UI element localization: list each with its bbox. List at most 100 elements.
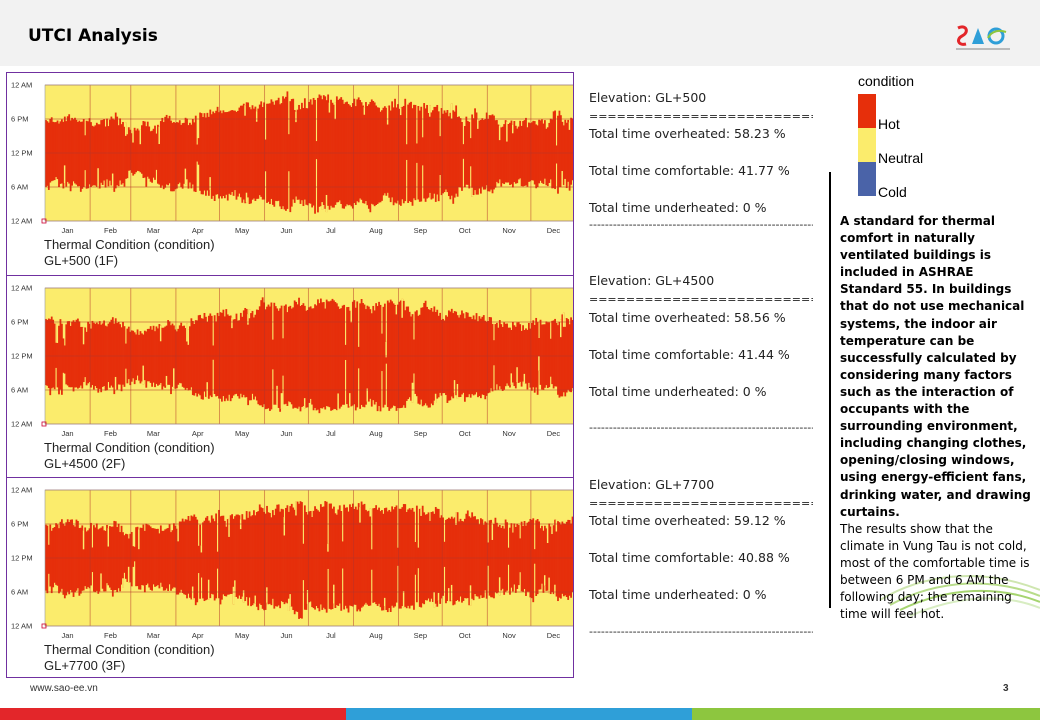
- heatmap-cell: [155, 326, 158, 384]
- legend-swatch-neutral: [858, 128, 876, 162]
- heatmap-cell-neutral: [100, 573, 103, 592]
- heatmap-cell: [437, 508, 440, 601]
- heatmap-cell: [389, 110, 392, 203]
- heatmap-cell: [110, 116, 113, 186]
- heatmap-cell: [235, 111, 238, 200]
- heatmap-cell: [138, 334, 140, 381]
- heatmap-cell: [213, 113, 216, 201]
- heatmap-cell: [225, 526, 228, 597]
- heatmap-cell: [250, 516, 252, 607]
- heatmap-cell: [539, 120, 542, 181]
- heatmap-cell: [543, 525, 546, 586]
- heatmap-cell: [203, 312, 206, 392]
- heatmap-cell: [532, 518, 535, 603]
- heatmap-cell-neutral: [283, 517, 286, 536]
- heatmap-cell: [305, 108, 308, 205]
- heatmap-cell: [277, 504, 280, 606]
- heatmap-cell: [138, 529, 140, 590]
- heatmap-cell: [509, 327, 511, 388]
- heatmap-cell: [84, 527, 87, 587]
- heatmap-cell: [65, 324, 68, 385]
- heatmap-cell: [468, 516, 471, 606]
- heatmap-cell: [180, 521, 183, 590]
- heatmap-cell: [554, 318, 556, 387]
- heatmap-cell: [141, 527, 143, 586]
- heatmap-cell: [235, 514, 238, 597]
- heatmap-cell: [215, 321, 218, 397]
- heatmap-cell: [485, 112, 488, 186]
- heatmap-cell: [47, 318, 50, 389]
- y-tick-label: 12 PM: [11, 352, 33, 361]
- heatmap-cell: [423, 302, 426, 406]
- heatmap-cell: [296, 109, 299, 200]
- heatmap-cell: [567, 319, 570, 390]
- heatmap-cell-neutral: [395, 305, 398, 315]
- heatmap-cell: [455, 105, 458, 194]
- heatmap-cell: [210, 315, 213, 398]
- heatmap-cell: [100, 120, 103, 183]
- heatmap-cell: [158, 533, 161, 589]
- heatmap-cell-neutral: [561, 171, 564, 188]
- heatmap-cell: [477, 321, 479, 398]
- heatmap-cell: [478, 120, 481, 189]
- heatmap-cell: [392, 303, 395, 406]
- legend-swatch-hot: [858, 94, 876, 128]
- x-tick-label: Mar: [147, 429, 160, 438]
- heatmap-cell: [295, 111, 298, 197]
- heatmap-cell: [445, 315, 447, 396]
- heatmap-cell: [238, 320, 241, 399]
- heatmap-cell: [498, 125, 501, 180]
- heatmap-cell: [533, 549, 536, 564]
- heatmap-cell: [539, 528, 542, 590]
- heatmap-cell: [560, 524, 562, 599]
- heatmap-cell: [497, 526, 500, 593]
- heatmap-cell: [114, 318, 117, 391]
- heatmap-cell: [490, 317, 492, 389]
- heatmap-cell: [289, 506, 292, 607]
- heatmap-cell: [248, 107, 251, 205]
- heatmap-cell: [560, 319, 562, 397]
- heatmap-cell: [255, 111, 258, 199]
- y-tick-label: 6 AM: [11, 386, 28, 395]
- heatmap-cell: [239, 519, 242, 600]
- y-tick-label: 12 AM: [11, 284, 32, 293]
- heatmap-cell: [165, 114, 168, 185]
- heatmap-cell: [516, 523, 519, 589]
- legend-label-cold: Cold: [878, 184, 907, 200]
- heatmap-cell: [536, 125, 539, 188]
- heatmap-cell: [114, 521, 117, 591]
- heatmap-cell-neutral: [187, 329, 190, 345]
- heatmap-cell: [440, 108, 443, 196]
- heatmap-cell: [187, 125, 190, 189]
- heatmap-cell: [481, 519, 484, 598]
- heatmap-cell: [282, 509, 284, 603]
- heatmap-cell: [369, 508, 372, 606]
- heatmap-cell: [357, 97, 360, 203]
- heatmap-cell: [373, 102, 376, 207]
- heatmap-cell: [535, 124, 538, 189]
- heatmap-cell: [98, 528, 101, 592]
- heatmap-cell: [161, 117, 164, 186]
- heatmap-cell-neutral: [491, 522, 494, 540]
- heatmap-cell: [234, 516, 236, 597]
- heatmap-cell: [445, 519, 447, 604]
- heatmap-cell: [366, 106, 369, 206]
- heatmap-cell-neutral: [455, 512, 458, 525]
- heatmap-cell: [558, 522, 561, 598]
- heatmap-cell: [522, 121, 524, 187]
- heatmap-cell: [484, 119, 487, 190]
- heatmap-cell: [372, 508, 375, 603]
- heatmap-cell: [322, 95, 325, 205]
- heatmap-cell: [82, 327, 85, 383]
- footer-url[interactable]: www.sao-ee.vn: [30, 683, 98, 694]
- heatmap-cell: [47, 122, 50, 190]
- heatmap-cell: [479, 518, 482, 596]
- heatmap-cell-neutral: [456, 383, 459, 399]
- x-tick-label: Jan: [62, 226, 74, 235]
- heatmap-cell: [389, 511, 392, 612]
- heatmap-cell: [410, 101, 412, 203]
- heatmap-cell: [447, 116, 450, 197]
- heatmap-cell: [440, 319, 443, 396]
- origin-marker: [41, 421, 47, 427]
- heatmap-cell: [75, 319, 78, 388]
